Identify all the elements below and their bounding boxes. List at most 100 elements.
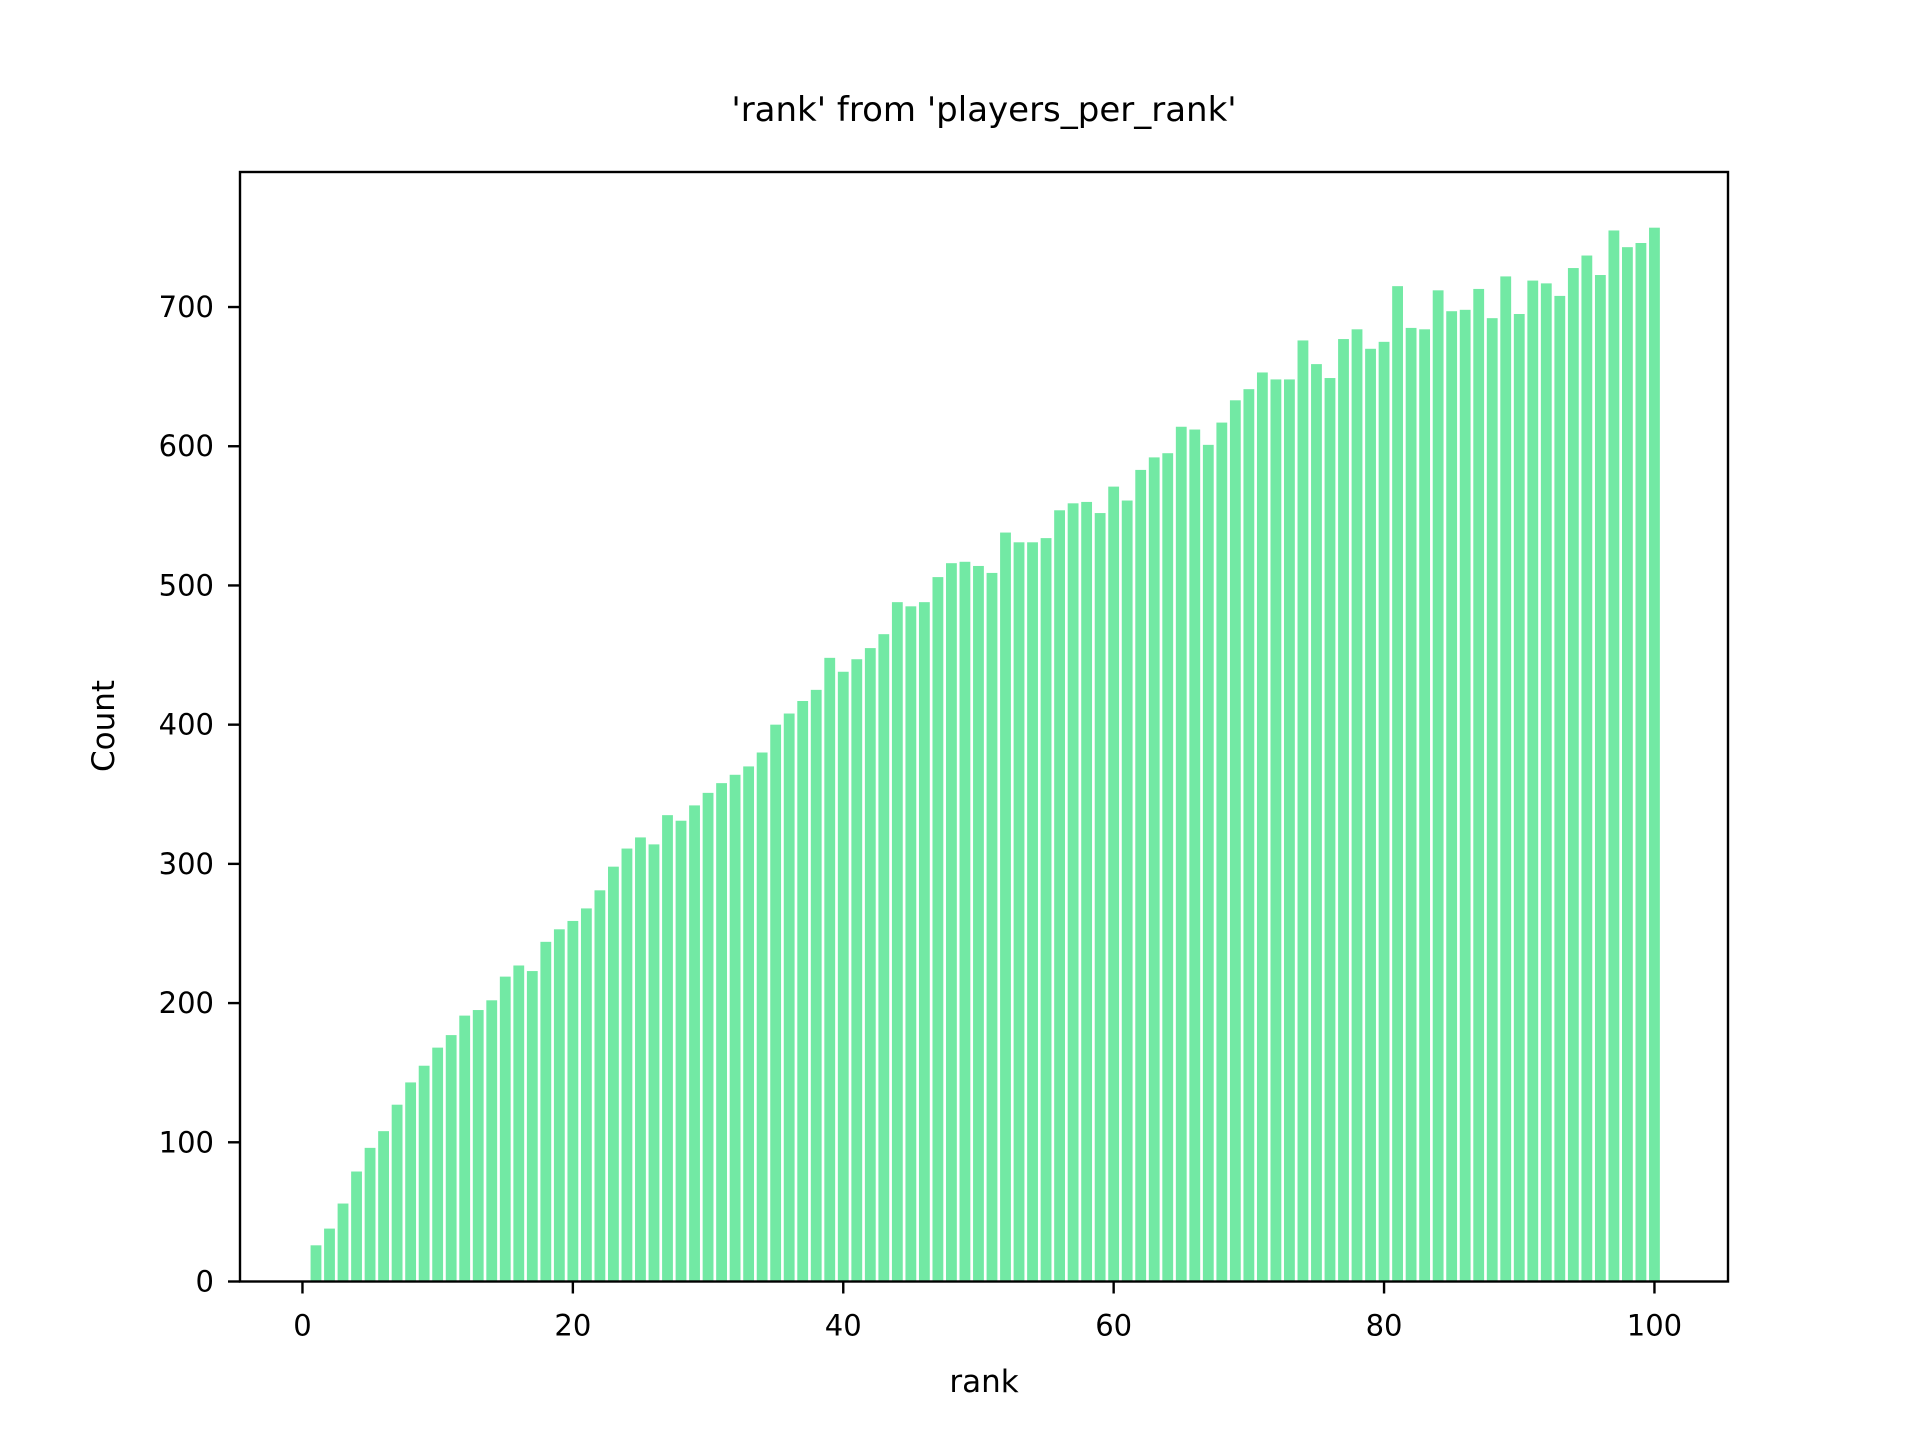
bar-rank-30 [702,792,714,1282]
bar-rank-52 [1000,532,1011,1282]
bar-rank-53 [1013,542,1025,1282]
bar-rank-95 [1581,255,1593,1282]
bar-rank-11 [445,1035,457,1282]
bar-rank-41 [851,659,863,1282]
bar-rank-37 [797,701,809,1282]
bar-rank-8 [405,1082,417,1282]
bar-rank-85 [1446,311,1458,1282]
bar-rank-21 [580,908,592,1282]
bar-rank-48 [946,563,957,1282]
bar-rank-59 [1094,513,1106,1282]
bar-rank-1 [310,1245,322,1282]
bar-rank-76 [1324,378,1336,1282]
bar-rank-19 [553,929,565,1282]
y-tick-label-300: 300 [159,847,214,881]
bar-rank-16 [513,965,525,1282]
bar-rank-34 [756,752,768,1282]
bar-rank-87 [1473,288,1485,1282]
bar-rank-7 [391,1104,403,1282]
bar-rank-66 [1189,429,1201,1282]
bar-rank-6 [378,1131,389,1282]
bar-rank-88 [1486,318,1498,1282]
bar-rank-56 [1054,510,1065,1282]
bar-rank-80 [1378,341,1390,1282]
bar-rank-29 [689,805,700,1282]
bar-rank-4 [351,1171,362,1282]
y-axis-label: Count [86,679,122,773]
bar-rank-90 [1513,313,1525,1282]
bar-rank-40 [837,671,849,1282]
bar-rank-51 [986,572,998,1282]
bar-rank-68 [1216,422,1228,1282]
bar-rank-35 [770,724,782,1282]
bar-rank-91 [1527,280,1539,1282]
x-tick-label-0: 0 [293,1309,311,1343]
bar-rank-86 [1459,309,1471,1282]
bar-rank-20 [567,920,579,1282]
bar-rank-27 [662,815,673,1282]
bar-rank-62 [1135,469,1147,1282]
bar-rank-72 [1270,379,1282,1282]
bar-rank-2 [324,1228,335,1282]
bar-rank-57 [1067,503,1079,1282]
x-tick-label-100: 100 [1627,1309,1682,1343]
bar-rank-77 [1338,339,1349,1282]
bar-rank-75 [1311,364,1322,1282]
bar-rank-46 [918,602,930,1282]
bar-rank-47 [932,577,944,1282]
bar-rank-12 [459,1015,471,1282]
bar-rank-17 [526,971,538,1282]
y-tick-label-100: 100 [159,1125,214,1159]
bar-rank-38 [810,689,822,1282]
bar-rank-44 [891,602,903,1282]
bar-rank-18 [540,941,552,1282]
bar-rank-73 [1284,379,1295,1282]
bar-rank-67 [1202,444,1214,1282]
bar-rank-55 [1040,538,1052,1282]
bar-rank-63 [1148,457,1160,1282]
bar-rank-96 [1594,275,1606,1282]
plot-frame [238,170,1730,1283]
bar-rank-32 [729,774,741,1282]
bar-rank-39 [824,657,836,1282]
bar-rank-78 [1351,329,1363,1282]
bar-rank-42 [864,648,876,1282]
bar-rank-36 [783,713,795,1282]
bar-rank-70 [1243,389,1255,1282]
axes-group: 0 20 40 60 80 100 0 100 200 300 400 500 600 700 [159,170,1730,1343]
bar-rank-10 [432,1047,444,1282]
bars-group [310,227,1660,1282]
bar-rank-50 [973,565,984,1282]
bar-rank-9 [418,1065,430,1282]
bar-rank-81 [1392,286,1403,1282]
x-tick-label-80: 80 [1366,1309,1403,1343]
bar-rank-69 [1229,400,1241,1282]
x-tick-label-60: 60 [1095,1309,1132,1343]
bar-rank-98 [1622,247,1633,1282]
y-tick-label-400: 400 [159,708,214,742]
y-tick-label-0: 0 [196,1265,214,1299]
bar-rank-14 [486,1000,498,1282]
bar-rank-23 [608,866,619,1282]
y-tick-label-500: 500 [159,568,214,602]
bar-rank-83 [1419,329,1431,1282]
bar-rank-5 [364,1147,376,1282]
bar-rank-79 [1365,348,1376,1282]
bar-rank-24 [621,848,633,1282]
bar-rank-65 [1175,426,1187,1282]
y-tick-label-600: 600 [159,429,214,463]
bar-rank-82 [1405,327,1417,1282]
bar-rank-26 [648,844,660,1282]
bar-rank-22 [594,890,606,1282]
bar-rank-71 [1256,372,1268,1282]
bar-rank-61 [1121,500,1133,1282]
bar-rank-100 [1649,227,1660,1282]
bar-rank-60 [1108,486,1120,1282]
bar-rank-15 [499,976,511,1282]
chart-title: 'rank' from 'players_per_rank' [731,90,1237,130]
bar-rank-3 [337,1203,349,1282]
bar-rank-89 [1500,276,1512,1282]
x-tick-label-40: 40 [825,1309,862,1343]
